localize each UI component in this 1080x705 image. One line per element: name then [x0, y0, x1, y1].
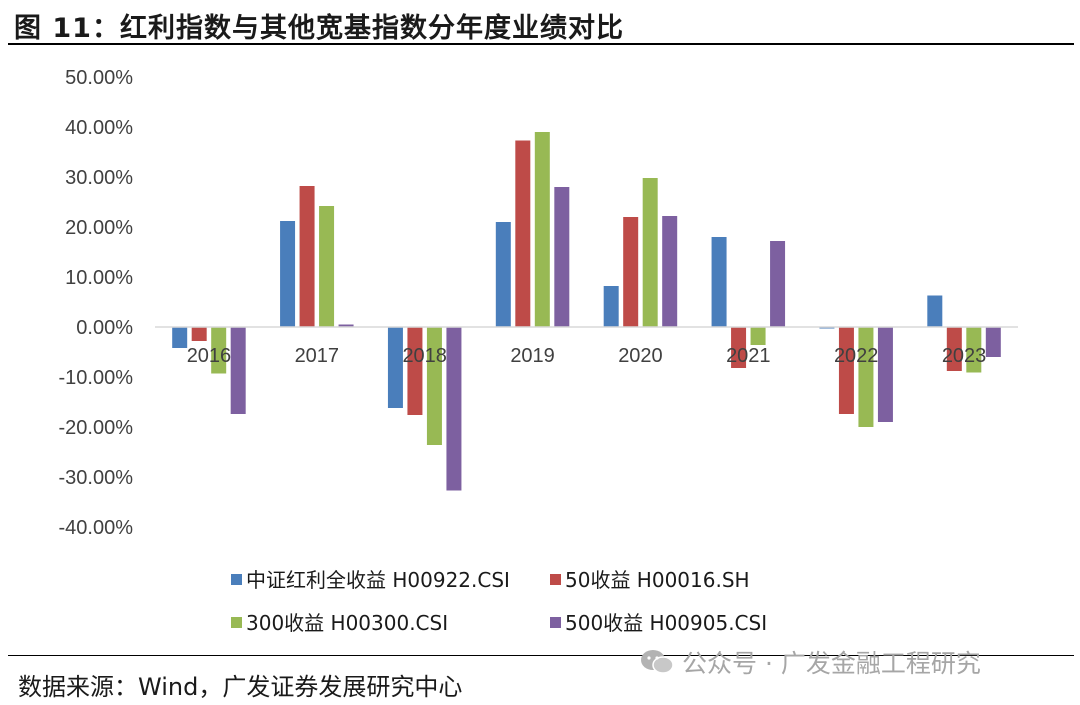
bar-series: [172, 132, 1001, 491]
x-tick-label: 2022: [834, 345, 879, 367]
legend: 中证红利全收益 H00922.CSI 50收益 H00016.SH 300收益 H0…: [231, 568, 767, 635]
bar: [877, 327, 893, 422]
x-tick-label: 2017: [295, 345, 340, 367]
legend-swatch: [231, 574, 242, 585]
bar: [858, 327, 874, 427]
y-tick-label: 30.00%: [65, 167, 133, 189]
bar: [750, 327, 766, 345]
bar: [446, 327, 462, 491]
source-note: 数据来源：Wind，广发证券发展研究中心: [18, 673, 463, 701]
legend-swatch: [231, 617, 242, 628]
y-axis-ticks: 50.00% 40.00% 30.00% 20.00% 10.00% 0.00% -10.0…: [59, 67, 134, 539]
bar: [603, 286, 619, 327]
y-tick-label: 10.00%: [65, 267, 133, 289]
title-rule: [8, 43, 1074, 45]
bar: [495, 222, 511, 327]
x-tick-label: 2018: [402, 345, 447, 367]
x-tick-label: 2021: [726, 345, 771, 367]
bar: [299, 186, 315, 327]
bar: [338, 324, 354, 327]
bar: [230, 327, 246, 414]
bar: [770, 241, 786, 327]
bar: [966, 327, 982, 373]
bar: [985, 327, 1001, 357]
x-tick-label: 2020: [618, 345, 663, 367]
bar: [534, 132, 550, 327]
watermark-text: 公众号 · 广发金融工程研究: [682, 649, 981, 678]
y-tick-label: 50.00%: [65, 67, 133, 89]
bar: [426, 327, 442, 445]
bar: [407, 327, 423, 415]
legend-label: 50收益 H00016.SH: [565, 568, 750, 592]
figure-title: 图 11：红利指数与其他宽基指数分年度业绩对比: [14, 13, 624, 44]
legend-label: 500收益 H00905.CSI: [565, 611, 767, 635]
bar: [838, 327, 854, 414]
watermark: 公众号 · 广发金融工程研究: [640, 644, 981, 680]
footer-rule: [8, 655, 1074, 656]
bar: [927, 295, 943, 327]
legend-label: 300收益 H00300.CSI: [246, 611, 448, 635]
y-tick-label: -40.00%: [59, 517, 134, 539]
bar: [662, 216, 678, 327]
y-tick-label: -10.00%: [59, 367, 134, 389]
y-tick-label: 0.00%: [76, 317, 133, 339]
bar: [319, 206, 335, 327]
legend-label: 中证红利全收益 H00922.CSI: [246, 568, 510, 592]
y-tick-label: 40.00%: [65, 117, 133, 139]
x-tick-label: 2019: [510, 345, 555, 367]
bar: [623, 217, 639, 327]
x-tick-label: 2023: [942, 345, 987, 367]
legend-swatch: [550, 617, 561, 628]
bar: [280, 221, 296, 327]
bar: [711, 237, 727, 327]
bar: [515, 140, 531, 327]
x-axis-ticks: 2016 2017 2018 2019 2020 2021 2022 2023: [187, 345, 987, 367]
y-tick-label: -30.00%: [59, 467, 134, 489]
y-tick-label: -20.00%: [59, 417, 134, 439]
bar: [387, 327, 403, 408]
y-tick-label: 20.00%: [65, 217, 133, 239]
bar: [642, 178, 658, 327]
bar-chart: 50.00% 40.00% 30.00% 20.00% 10.00% 0.00% -10.0…: [59, 67, 1018, 635]
bar: [172, 327, 188, 348]
bar: [946, 327, 962, 371]
legend-swatch: [550, 574, 561, 585]
wechat-icon: [641, 650, 674, 674]
bar: [554, 187, 570, 327]
bar: [731, 327, 747, 368]
bar: [211, 327, 227, 374]
x-tick-label: 2016: [187, 345, 232, 367]
bar: [191, 327, 207, 341]
